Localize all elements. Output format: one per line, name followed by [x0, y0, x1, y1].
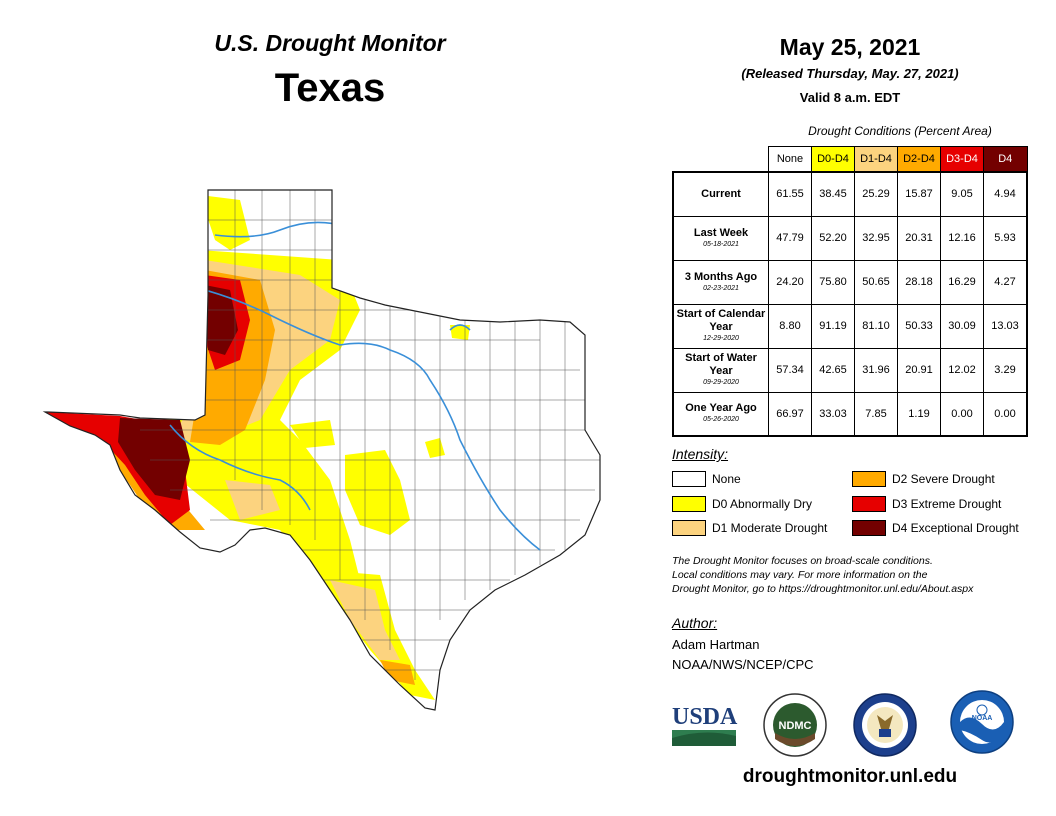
drought-d3-region: [362, 660, 373, 678]
table-cell: 75.80: [812, 260, 855, 304]
legend-title: Intensity:: [672, 446, 728, 462]
svg-text:NDMC: NDMC: [779, 720, 812, 732]
website-link[interactable]: droughtmonitor.unl.edu: [700, 766, 1000, 788]
legend-swatch: [852, 520, 886, 536]
table-row: Start of Water Year 09-29-2020 57.34 42.6…: [673, 348, 1027, 392]
row-label: One Year Ago 05-26-2020: [673, 392, 769, 436]
table-cell: 5.93: [984, 216, 1028, 260]
table-cell: 15.87: [898, 172, 941, 216]
table-cell: 47.79: [769, 216, 812, 260]
table-cell: 7.85: [855, 392, 898, 436]
noaa-logo: NOAA: [950, 690, 1014, 754]
table-row: 3 Months Ago 02-23-2021 24.20 75.80 50.65…: [673, 260, 1027, 304]
ndmc-logo: NDMC: [763, 693, 827, 757]
table-cell: 12.16: [941, 216, 984, 260]
legend-label: D2 Severe Drought: [892, 472, 995, 486]
table-row: Current 61.55 38.45 25.29 15.87 9.05 4.9…: [673, 172, 1027, 216]
legend-item-d3: D3 Extreme Drought: [852, 495, 1001, 513]
state-title: Texas: [160, 66, 500, 111]
table-cell: 4.27: [984, 260, 1028, 304]
table-cell: 50.33: [898, 304, 941, 348]
legend-item-d4: D4 Exceptional Drought: [852, 519, 1019, 537]
legend-label: D4 Exceptional Drought: [892, 521, 1019, 535]
table-row: Start of Calendar Year 12-29-2020 8.80 91…: [673, 304, 1027, 348]
author-org: NOAA/NWS/NCEP/CPC: [672, 657, 814, 672]
table-cell: 42.65: [812, 348, 855, 392]
col-header-d1-d4: D1-D4: [855, 147, 898, 173]
table-cell: 38.45: [812, 172, 855, 216]
legend-label: None: [712, 472, 741, 486]
table-row: Last Week 05-18-2021 47.79 52.20 32.95 20…: [673, 216, 1027, 260]
table-cell: 9.05: [941, 172, 984, 216]
legend-label: D1 Moderate Drought: [712, 521, 827, 535]
author-name: Adam Hartman: [672, 637, 759, 652]
table-cell: 3.29: [984, 348, 1028, 392]
col-header-d0-d4: D0-D4: [812, 147, 855, 173]
legend-swatch: [672, 471, 706, 487]
table-caption: Drought Conditions (Percent Area): [770, 124, 1030, 138]
legend-label: D0 Abnormally Dry: [712, 497, 812, 511]
table-cell: 50.65: [855, 260, 898, 304]
table-cell: 81.10: [855, 304, 898, 348]
table-cell: 30.09: [941, 304, 984, 348]
legend-item-d2: D2 Severe Drought: [852, 470, 995, 488]
col-header-none: None: [769, 147, 812, 173]
disclaimer-note: The Drought Monitor focuses on broad-sca…: [672, 554, 1042, 596]
map-date: May 25, 2021: [700, 34, 1000, 61]
table-cell: 13.03: [984, 304, 1028, 348]
author-label: Author:: [672, 615, 717, 631]
table-cell: 20.91: [898, 348, 941, 392]
legend-swatch: [852, 471, 886, 487]
legend-swatch: [672, 496, 706, 512]
valid-time: Valid 8 a.m. EDT: [700, 90, 1000, 105]
release-date: (Released Thursday, May. 27, 2021): [680, 66, 1020, 81]
table-cell: 1.19: [898, 392, 941, 436]
monitor-title: U.S. Drought Monitor: [160, 30, 500, 57]
drought-d4-region: [118, 418, 190, 500]
texas-drought-map: [40, 180, 660, 720]
table-cell: 52.20: [812, 216, 855, 260]
row-label: Start of Calendar Year 12-29-2020: [673, 304, 769, 348]
table-cell: 12.02: [941, 348, 984, 392]
legend-swatch: [852, 496, 886, 512]
table-corner: [673, 147, 769, 173]
table-cell: 16.29: [941, 260, 984, 304]
legend-item-d1: D1 Moderate Drought: [672, 519, 827, 537]
col-header-d4: D4: [984, 147, 1028, 173]
col-header-d3-d4: D3-D4: [941, 147, 984, 173]
table-cell: 31.96: [855, 348, 898, 392]
legend-swatch: [672, 520, 706, 536]
table-cell: 32.95: [855, 216, 898, 260]
legend-label: D3 Extreme Drought: [892, 497, 1001, 511]
usda-logo: USDA: [670, 700, 740, 750]
row-label: Current: [673, 172, 769, 216]
table-cell: 8.80: [769, 304, 812, 348]
table-cell: 28.18: [898, 260, 941, 304]
table-cell: 57.34: [769, 348, 812, 392]
table-cell: 61.55: [769, 172, 812, 216]
commerce-seal-logo: [853, 693, 917, 757]
table-cell: 24.20: [769, 260, 812, 304]
table-cell: 25.29: [855, 172, 898, 216]
table-cell: 66.97: [769, 392, 812, 436]
table-cell: 33.03: [812, 392, 855, 436]
table-cell: 91.19: [812, 304, 855, 348]
table-cell: 20.31: [898, 216, 941, 260]
svg-text:USDA: USDA: [672, 704, 738, 730]
row-label: Start of Water Year 09-29-2020: [673, 348, 769, 392]
table-row: One Year Ago 05-26-2020 66.97 33.03 7.85 …: [673, 392, 1027, 436]
table-cell: 4.94: [984, 172, 1028, 216]
table-cell: 0.00: [984, 392, 1028, 436]
row-label: Last Week 05-18-2021: [673, 216, 769, 260]
legend-item-none: None: [672, 470, 741, 488]
table-header-row: None D0-D4 D1-D4 D2-D4 D3-D4 D4: [673, 147, 1027, 173]
svg-text:NOAA: NOAA: [972, 715, 993, 722]
drought-conditions-table: None D0-D4 D1-D4 D2-D4 D3-D4 D4 Current …: [672, 146, 1028, 437]
col-header-d2-d4: D2-D4: [898, 147, 941, 173]
row-label: 3 Months Ago 02-23-2021: [673, 260, 769, 304]
table-cell: 0.00: [941, 392, 984, 436]
legend-item-d0: D0 Abnormally Dry: [672, 495, 812, 513]
